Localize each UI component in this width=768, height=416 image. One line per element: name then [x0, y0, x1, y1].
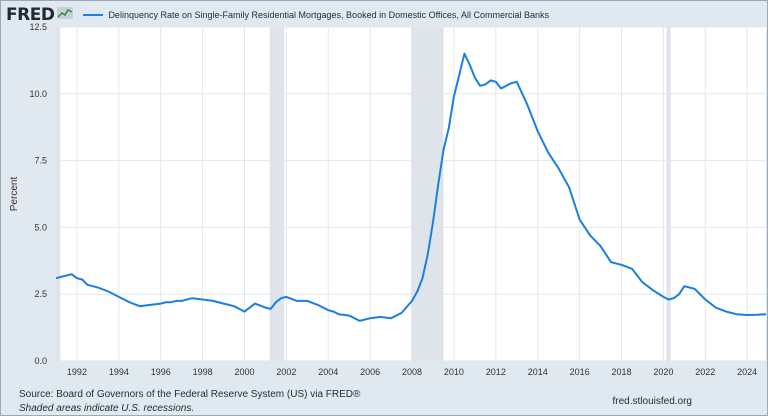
recession-note: Shaded areas indicate U.S. recessions. [19, 403, 195, 414]
y-tick-label: 0.0 [34, 356, 47, 366]
line-chart-icon [57, 6, 74, 24]
x-tick-label: 2002 [276, 367, 296, 377]
x-tick-label: 1994 [109, 367, 129, 377]
x-tick-label: 1992 [67, 367, 87, 377]
y-tick-label: 5.0 [34, 222, 47, 232]
y-tick-label: 10.0 [29, 89, 47, 99]
x-tick-label: 2022 [695, 367, 715, 377]
recession-band [269, 27, 285, 361]
y-axis-label: Percent [9, 177, 20, 212]
recession-band [411, 27, 444, 361]
recession-band [56, 27, 61, 361]
x-tick-label: 2006 [360, 367, 380, 377]
y-tick-label: 12.5 [29, 22, 47, 32]
x-tick-label: 2010 [444, 367, 464, 377]
x-tick-label: 2014 [528, 367, 548, 377]
recession-band [666, 27, 671, 361]
chart-area: 0.0 2.5 5.0 7.5 10.0 12.5 1992 1994 1996 1998 2000… [0, 22, 768, 382]
line-chart: 0.0 2.5 5.0 7.5 10.0 12.5 1992 1994 1996 1998 2000… [9, 22, 767, 377]
fred-logo[interactable]: FRED [6, 5, 55, 25]
x-tick-label: 1996 [151, 367, 171, 377]
series-line [55, 52, 767, 322]
x-tick-label: 2020 [653, 367, 673, 377]
chart-header: FRED Delinquency Rate on Single-Family R… [6, 5, 549, 25]
x-tick-label: 2004 [318, 367, 338, 377]
y-tick-label: 7.5 [34, 156, 47, 166]
x-tick-label: 2008 [402, 367, 422, 377]
source-note: Source: Board of Governors of the Federa… [19, 389, 361, 400]
y-tick-label: 2.5 [34, 289, 47, 299]
x-tick-label: 1998 [193, 367, 213, 377]
x-tick-label: 2018 [611, 367, 631, 377]
x-tick-label: 2024 [737, 367, 757, 377]
legend-swatch [83, 14, 104, 16]
x-tick-label: 2012 [486, 367, 506, 377]
legend-label: Delinquency Rate on Single-Family Reside… [108, 10, 549, 20]
legend: Delinquency Rate on Single-Family Reside… [83, 10, 549, 20]
site-link[interactable]: fred.stlouisfed.org [612, 396, 693, 407]
x-tick-label: 2000 [234, 367, 254, 377]
x-tick-label: 2016 [570, 367, 590, 377]
